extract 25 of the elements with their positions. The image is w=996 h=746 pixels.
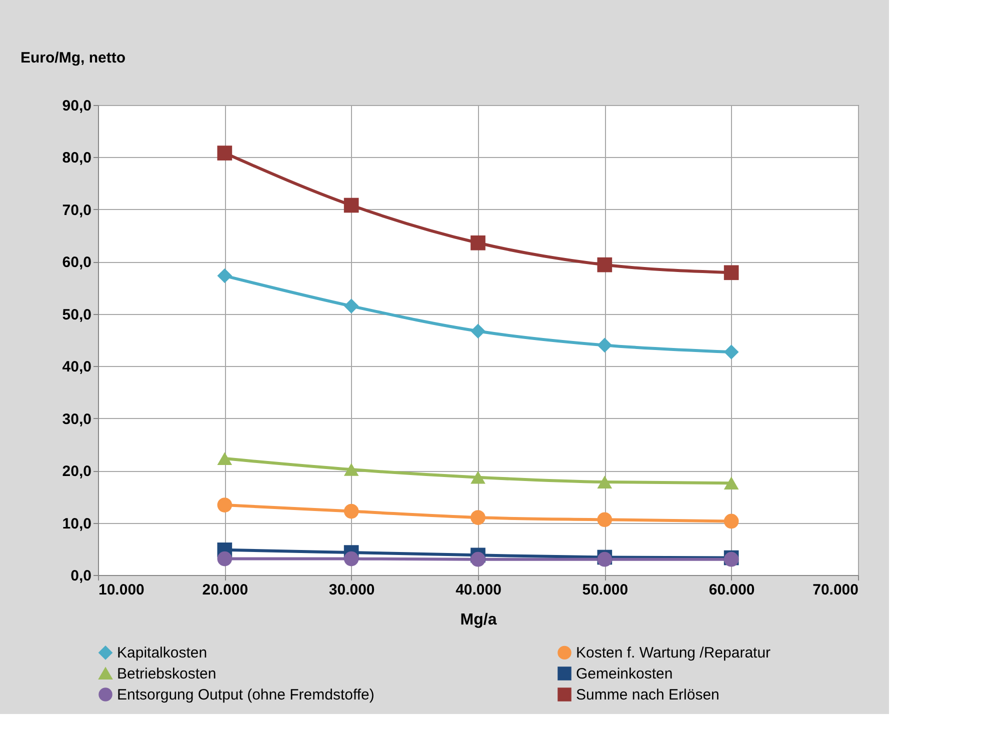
x-tick-label: 70.000 — [812, 582, 858, 598]
legend-label: Kapitalkosten — [117, 644, 208, 662]
legend-label: Betriebskosten — [117, 666, 216, 682]
x-tick-label: 40.000 — [456, 582, 502, 598]
y-tick-label: 80,0 — [62, 150, 92, 167]
y-axis-title: Euro/Mg, netto — [20, 50, 126, 66]
legend-label: Summe nach Erlösen — [576, 686, 720, 704]
y-tick-label: 60,0 — [62, 254, 92, 272]
x-tick-label: 50.000 — [582, 582, 628, 598]
x-tick-label: 30.000 — [328, 582, 375, 598]
y-tick-label: 0,0 — [70, 568, 92, 584]
legend-label: Kosten f. Wartung /Reparatur — [576, 644, 771, 662]
y-tick-label: 90,0 — [62, 98, 92, 114]
x-tick-label: 60.000 — [708, 582, 755, 598]
legend-label: Gemeinkosten — [576, 666, 673, 682]
y-tick-label: 30,0 — [62, 410, 92, 428]
y-tick-label: 50,0 — [62, 306, 92, 324]
y-tick-label: 20,0 — [62, 463, 92, 480]
y-tick-label: 10,0 — [62, 515, 92, 532]
x-tick-label: 10.000 — [98, 582, 144, 598]
y-tick-label: 40,0 — [62, 358, 92, 376]
x-tick-label: 20.000 — [202, 582, 248, 598]
y-tick-label: 70,0 — [62, 202, 92, 219]
x-axis-title: Mg/a — [460, 612, 497, 628]
legend-label: Entsorgung Output (ohne Fremdstoffe) — [117, 686, 374, 704]
